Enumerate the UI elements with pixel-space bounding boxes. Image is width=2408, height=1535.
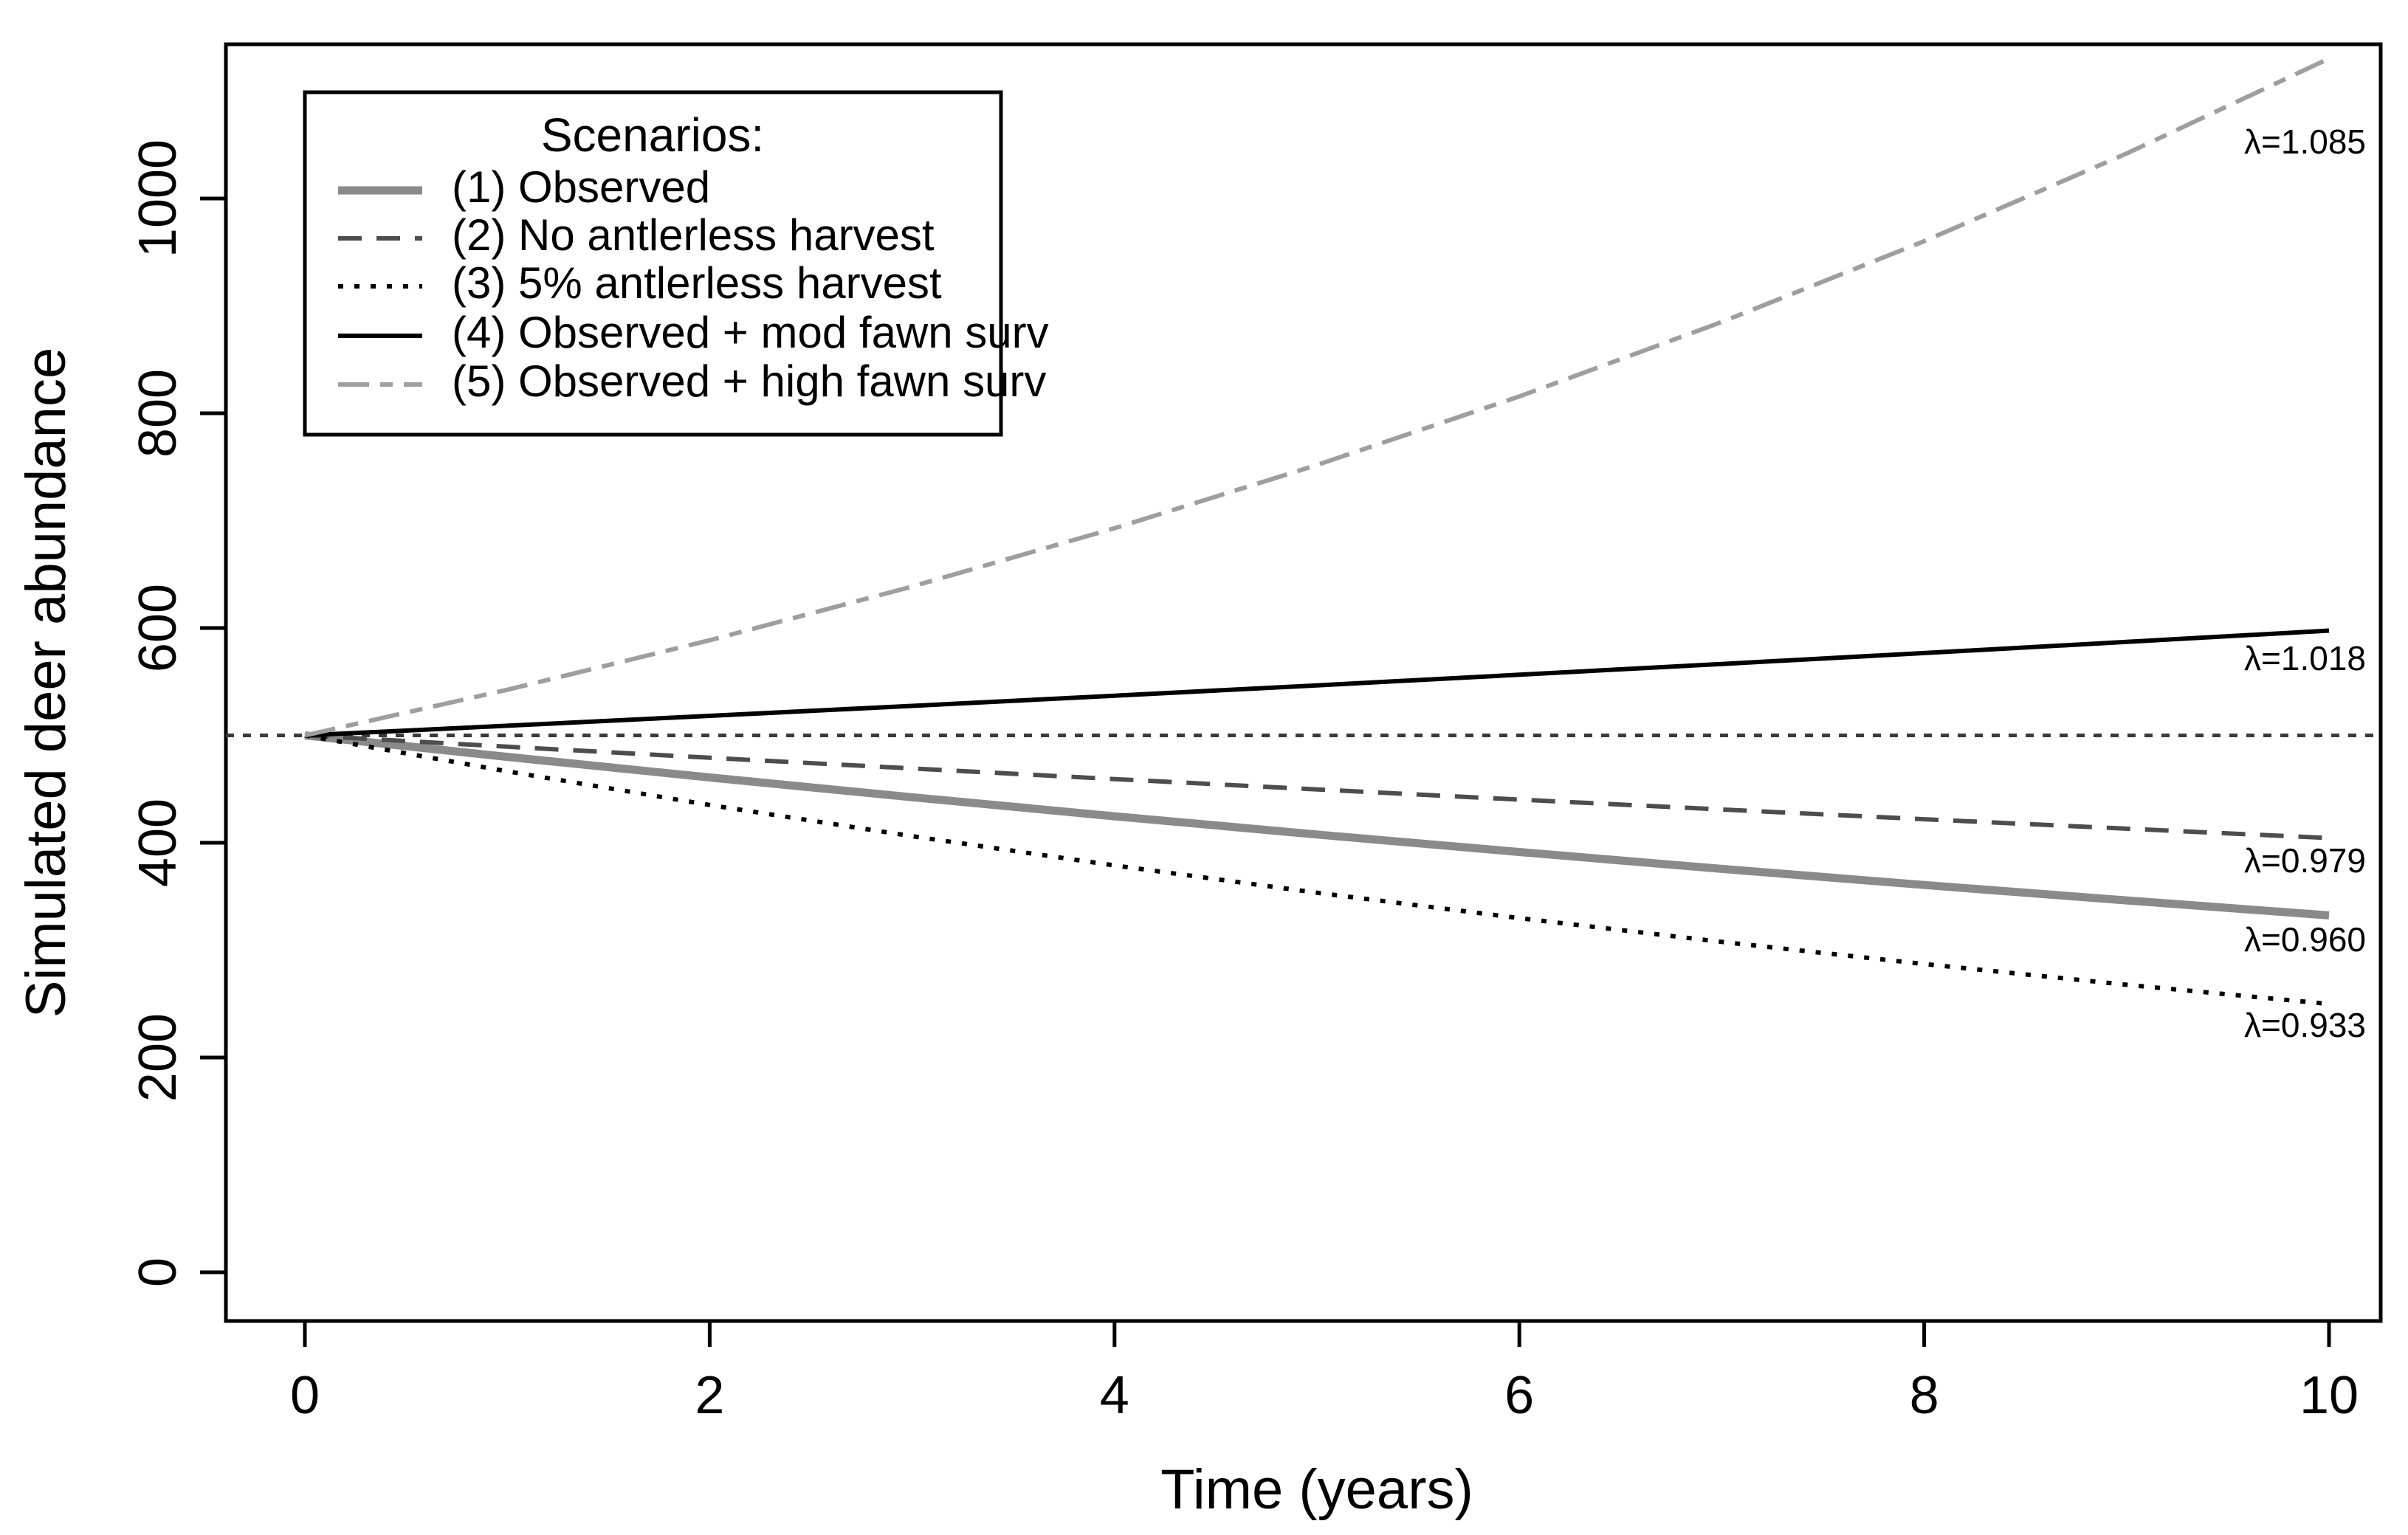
- x-tick-label: 6: [1504, 1366, 1534, 1425]
- legend-row-label-1: (1) Observed: [452, 162, 710, 212]
- x-tick-label: 0: [290, 1366, 320, 1425]
- series-lines: [304, 56, 2330, 1007]
- series-line-4: [304, 628, 2330, 738]
- lambda-label-2: λ=0.979: [2244, 841, 2366, 880]
- y-tick-label: 600: [128, 584, 188, 672]
- legend-row-label-5: (5) Observed + high fawn surv: [452, 356, 1046, 406]
- lambda-label-1: λ=0.960: [2244, 920, 2366, 959]
- legend-box: [303, 90, 1003, 437]
- legend-row-label-4: (4) Observed + mod fawn surv: [452, 308, 1049, 357]
- x-tick-label: 8: [1910, 1366, 1939, 1425]
- legend-row-label-3: (3) 5% antlerless harvest: [452, 258, 942, 308]
- x-tick-label: 4: [1100, 1366, 1129, 1425]
- lambda-label-5: λ=1.085: [2244, 123, 2366, 161]
- legend-rows: (1) Observed(2) No antlerless harvest(3)…: [338, 162, 1049, 406]
- series-line-5: [304, 56, 2330, 738]
- y-tick-label: 400: [128, 798, 188, 887]
- y-axis-title: Simulated deer abundance: [15, 348, 78, 1018]
- lambda-label-4: λ=1.018: [2244, 639, 2366, 677]
- x-axis: 0 2 4 6 8 10: [290, 1321, 2359, 1425]
- x-tick-label: 2: [695, 1366, 724, 1425]
- legend-title: Scenarios:: [541, 108, 764, 162]
- y-tick-label: 200: [128, 1013, 188, 1102]
- lambda-annotations: λ=0.960 λ=0.979 λ=0.933 λ=1.018 λ=1.085: [2244, 123, 2366, 1044]
- lambda-label-3: λ=0.933: [2244, 1006, 2366, 1044]
- x-axis-title: Time (years): [1160, 1458, 1473, 1521]
- series-line-2: [304, 733, 2330, 841]
- series-line-3: [304, 733, 2330, 1007]
- legend-row-label-2: (2) No antlerless harvest: [452, 210, 935, 260]
- y-axis: 0 200 400 600 800 1000: [128, 139, 226, 1287]
- x-tick-label: 10: [2299, 1366, 2359, 1425]
- y-tick-label: 0: [128, 1258, 188, 1287]
- series-line-1: [304, 731, 2330, 920]
- legend: Scenarios: (1) Observed(2) No antlerless…: [303, 90, 1049, 437]
- y-tick-label: 800: [128, 369, 188, 458]
- y-tick-label: 1000: [128, 139, 188, 258]
